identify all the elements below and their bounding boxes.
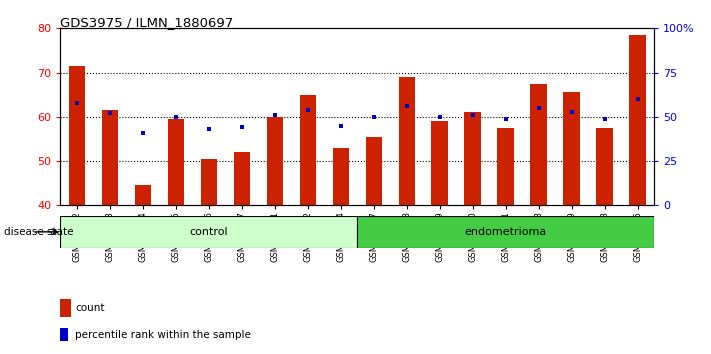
Bar (267, 117, 283, 205)
Bar (563, 92, 580, 205)
Bar (69, 66, 85, 205)
Bar (629, 35, 646, 205)
Bar (464, 113, 481, 205)
Bar (134, 185, 151, 205)
Text: endometrioma: endometrioma (464, 227, 547, 237)
Text: GDS3975 / ILMN_1880697: GDS3975 / ILMN_1880697 (60, 17, 234, 29)
Bar (597, 128, 613, 205)
Text: control: control (190, 227, 228, 237)
Bar (102, 110, 118, 205)
Bar (357, 216, 654, 248)
Bar (498, 128, 514, 205)
Bar (201, 159, 217, 205)
Bar (299, 95, 316, 205)
Bar (168, 119, 184, 205)
Bar (432, 121, 448, 205)
Text: disease state: disease state (4, 227, 73, 237)
Bar (398, 77, 415, 205)
Bar (60, 216, 357, 248)
Bar (530, 84, 547, 205)
Bar (234, 152, 250, 205)
Bar (365, 137, 382, 205)
Text: count: count (75, 303, 105, 313)
Text: percentile rank within the sample: percentile rank within the sample (75, 330, 251, 340)
Bar (333, 148, 349, 205)
Bar (60, 328, 68, 341)
Bar (60, 299, 71, 317)
